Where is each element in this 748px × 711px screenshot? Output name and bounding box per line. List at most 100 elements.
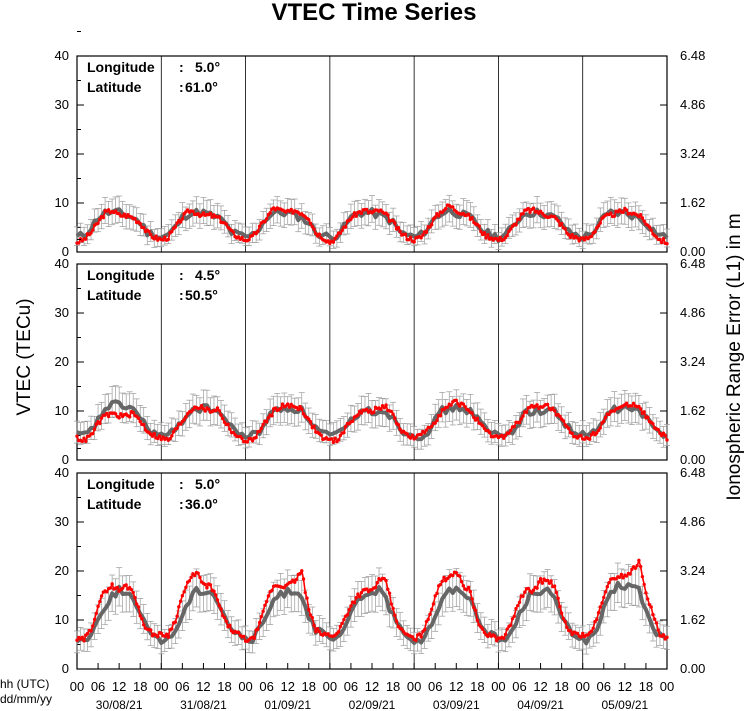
measured-point xyxy=(298,571,302,576)
measured-point xyxy=(84,439,88,443)
measured-point xyxy=(358,595,362,599)
measured-point xyxy=(105,411,109,416)
measured-point xyxy=(219,607,223,611)
measured-point xyxy=(142,226,146,230)
measured-point xyxy=(264,599,269,604)
measured-point xyxy=(208,583,213,587)
measured-point xyxy=(595,431,599,435)
measured-point xyxy=(463,404,467,409)
measured-point xyxy=(131,410,135,415)
measured-point xyxy=(484,236,488,240)
measured-point xyxy=(435,591,439,596)
measured-point xyxy=(438,582,443,587)
measured-point xyxy=(138,419,142,424)
measured-point xyxy=(307,218,311,222)
measured-point xyxy=(136,416,141,420)
x-date-label: 30/08/21 xyxy=(96,698,143,711)
measured-point xyxy=(319,433,323,437)
measured-point xyxy=(512,424,516,429)
measured-point xyxy=(242,634,246,638)
longitude-colon: : xyxy=(179,59,184,75)
measured-point xyxy=(192,573,197,578)
measured-point xyxy=(393,613,397,618)
measured-point xyxy=(345,613,350,617)
measured-point xyxy=(312,227,316,231)
measured-point xyxy=(651,422,655,426)
measured-point xyxy=(205,586,209,590)
measured-point xyxy=(637,558,641,563)
measured-point xyxy=(598,221,602,225)
y-axis-label-left: VTEC (TECu) xyxy=(14,298,35,415)
measured-point xyxy=(99,594,104,598)
y-tick-label-right: 4.86 xyxy=(680,97,705,112)
measured-point xyxy=(408,235,413,240)
x-tick-label: 12 xyxy=(112,679,126,694)
measured-point xyxy=(494,638,499,643)
measured-point xyxy=(75,434,79,438)
measured-point xyxy=(589,629,594,633)
measured-point xyxy=(603,415,608,420)
measured-point xyxy=(563,620,567,624)
measured-point xyxy=(603,590,608,594)
measured-point xyxy=(252,636,257,641)
measured-point xyxy=(236,630,241,635)
measured-point xyxy=(354,214,358,218)
measured-point xyxy=(556,219,560,223)
measured-point xyxy=(516,603,520,608)
y-tick-label-right: 6.48 xyxy=(680,465,705,480)
measured-point xyxy=(517,600,522,604)
x-tick-label: 00 xyxy=(154,679,168,694)
measured-point xyxy=(509,227,513,231)
measured-point xyxy=(268,211,272,215)
measured-point xyxy=(596,611,601,615)
measured-point xyxy=(152,431,156,436)
measured-point xyxy=(624,574,629,578)
measured-point xyxy=(142,422,146,427)
measured-point xyxy=(300,569,304,573)
measured-point xyxy=(428,612,432,616)
measured-point xyxy=(635,563,639,568)
x-caption-hours: hh (UTC) xyxy=(0,677,49,691)
measured-point xyxy=(607,412,611,417)
measured-point xyxy=(644,591,648,595)
y-tick-label-left: 0 xyxy=(62,452,69,467)
measured-point xyxy=(563,227,567,231)
measured-point xyxy=(424,428,429,432)
measured-point xyxy=(178,422,183,426)
measured-point xyxy=(373,585,378,590)
x-tick-label: 00 xyxy=(238,679,252,694)
measured-point xyxy=(312,623,316,628)
measured-point xyxy=(359,211,364,216)
measured-point xyxy=(240,436,244,441)
latitude-label: Latitude xyxy=(87,79,142,95)
measured-point xyxy=(517,420,522,425)
measured-point xyxy=(180,594,185,598)
measured-point xyxy=(501,636,506,640)
measured-point xyxy=(588,437,592,441)
longitude-label: Longitude xyxy=(87,267,155,283)
longitude-label: Longitude xyxy=(87,59,155,75)
measured-point xyxy=(389,409,394,414)
x-tick-label: 00 xyxy=(575,679,589,694)
measured-point xyxy=(198,575,202,580)
measured-point xyxy=(135,602,139,606)
measured-point xyxy=(191,209,195,214)
measured-point xyxy=(442,575,446,580)
measured-point xyxy=(347,608,351,612)
measured-point xyxy=(85,631,90,636)
measured-point xyxy=(291,211,295,215)
measured-point xyxy=(509,623,513,627)
measured-point xyxy=(554,590,559,595)
measured-point xyxy=(526,206,530,211)
measured-point xyxy=(105,590,109,594)
measured-point xyxy=(640,574,645,579)
measured-point xyxy=(649,228,653,232)
x-date-label: 04/09/21 xyxy=(517,698,564,711)
measured-point xyxy=(308,420,313,424)
measured-point xyxy=(170,229,174,234)
measured-point xyxy=(175,614,179,619)
measured-point xyxy=(521,414,525,418)
measured-point xyxy=(91,228,95,232)
measured-point xyxy=(482,231,487,235)
measured-point xyxy=(122,212,127,216)
